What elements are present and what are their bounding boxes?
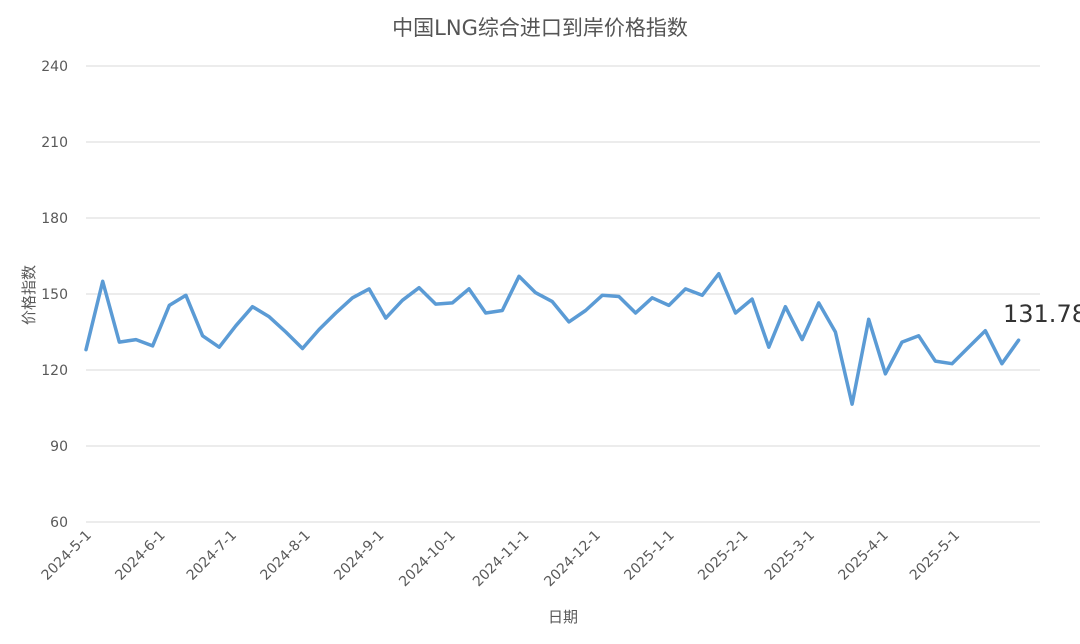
x-tick-label: 2025-2-1 bbox=[695, 528, 751, 584]
y-axis-ticks: 60 90 120 150 180 210 240 bbox=[41, 59, 68, 531]
x-tick-label: 2024-12-1 bbox=[541, 528, 604, 591]
y-tick-label: 240 bbox=[41, 59, 68, 75]
x-tick-label: 2025-1-1 bbox=[621, 528, 677, 584]
y-axis-title: 价格指数 bbox=[20, 265, 38, 325]
y-tick-label: 60 bbox=[50, 515, 68, 531]
x-tick-label: 2024-6-1 bbox=[112, 528, 168, 584]
x-axis-title: 日期 bbox=[548, 608, 578, 626]
x-tick-label: 2024-9-1 bbox=[331, 528, 387, 584]
y-tick-label: 150 bbox=[41, 287, 68, 303]
gridlines bbox=[86, 65, 1040, 523]
x-tick-label: 2025-4-1 bbox=[836, 528, 892, 584]
x-tick-label: 2025-3-1 bbox=[762, 528, 818, 584]
x-tick-label: 2024-7-1 bbox=[184, 528, 240, 584]
x-tick-label: 2024-10-1 bbox=[396, 528, 459, 591]
last-value-label: 131.78 bbox=[1003, 300, 1080, 328]
series-line bbox=[84, 271, 1021, 406]
y-tick-label: 210 bbox=[41, 135, 68, 151]
x-tick-label: 2025-5-1 bbox=[907, 528, 963, 584]
x-tick-label: 2024-5-1 bbox=[39, 528, 95, 584]
y-tick-label: 120 bbox=[41, 363, 68, 379]
y-tick-label: 90 bbox=[50, 439, 68, 455]
x-tick-label: 2024-11-1 bbox=[470, 528, 533, 591]
y-tick-label: 180 bbox=[41, 211, 68, 227]
x-axis-ticks: 2024-5-1 2024-6-1 2024-7-1 2024-8-1 2024-9-1… bbox=[39, 528, 964, 591]
x-tick-label: 2024-8-1 bbox=[257, 528, 313, 584]
chart-title: 中国LNG综合进口到岸价格指数 bbox=[392, 16, 688, 40]
